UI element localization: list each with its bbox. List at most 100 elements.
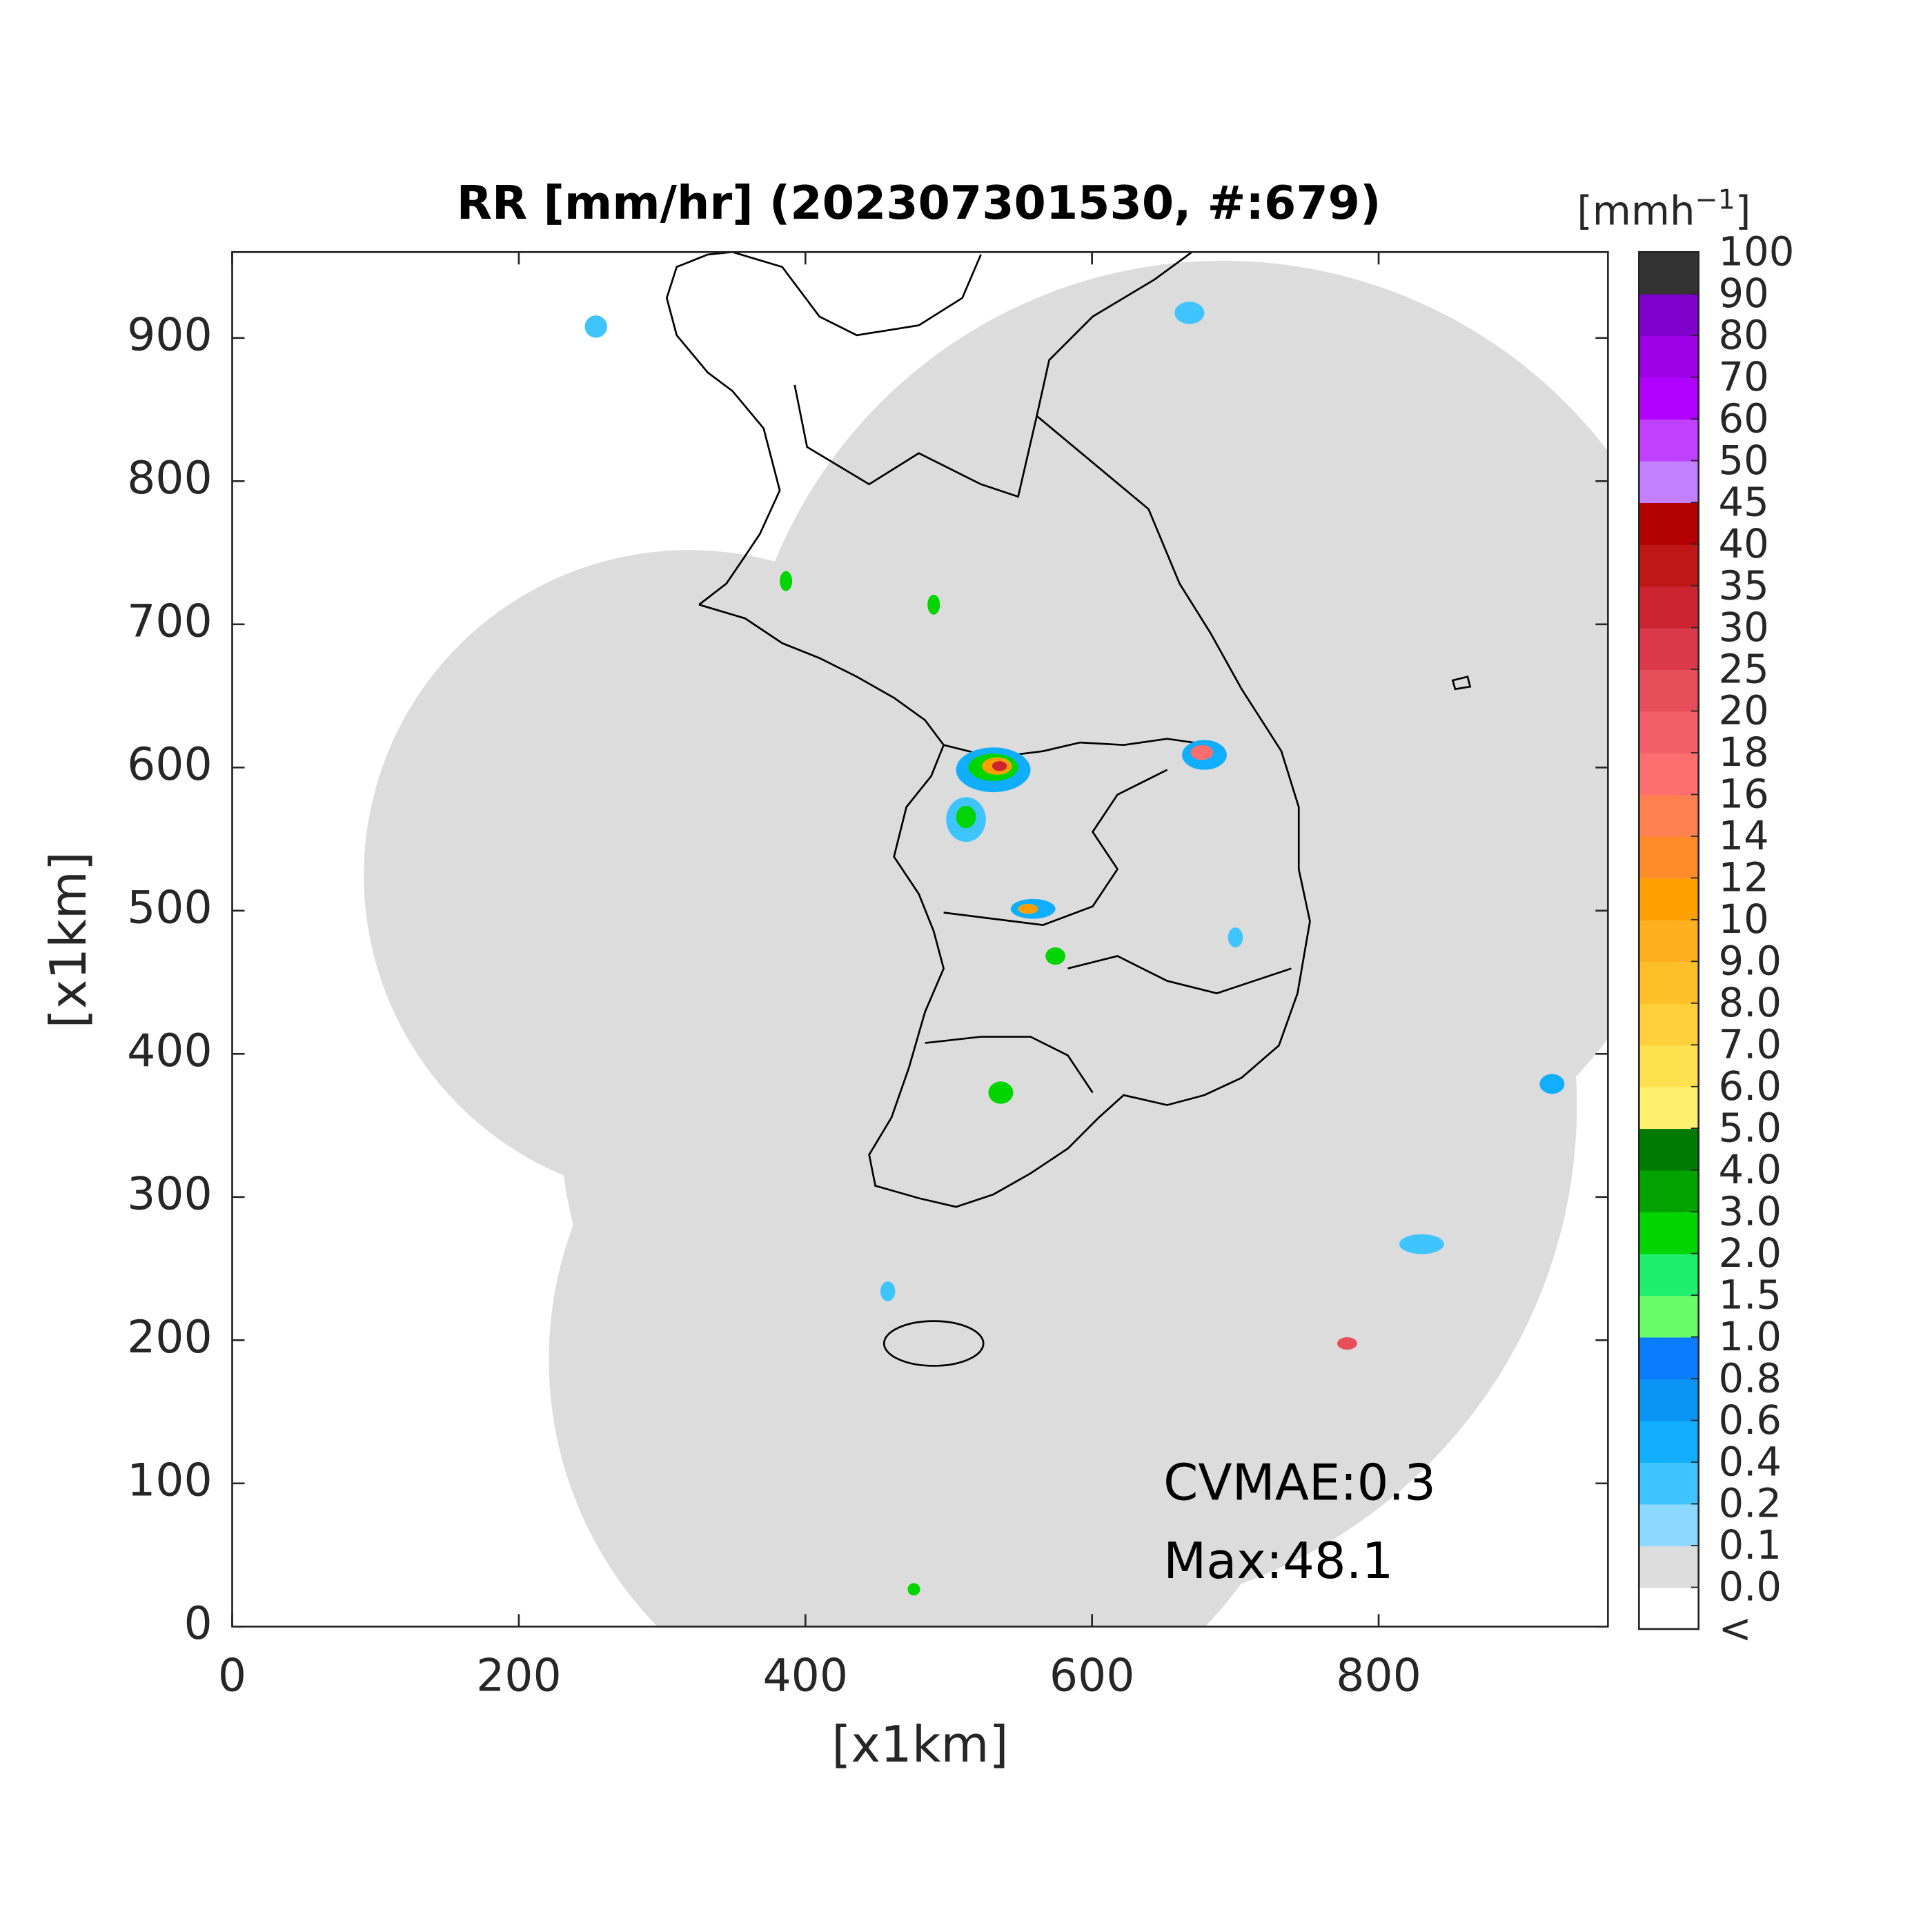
rain-cell (907, 1583, 920, 1596)
colorbar-label: 4.0 (1718, 1147, 1782, 1193)
colorbar-bin (1639, 1587, 1699, 1630)
colorbar-bin (1639, 961, 1699, 1004)
y-tick-label: 400 (127, 1025, 213, 1077)
colorbar-bin (1639, 836, 1699, 879)
colorbar-label: 0.6 (1718, 1397, 1782, 1443)
colorbar-bin (1639, 460, 1699, 504)
colorbar-label: 6.0 (1718, 1063, 1782, 1110)
colorbar-label: < (1718, 1606, 1751, 1652)
colorbar-label: 1.5 (1718, 1272, 1782, 1318)
x-axis-label: [x1km] (831, 1715, 1008, 1773)
colorbar-label: 50 (1718, 437, 1768, 484)
x-tick-label: 600 (1049, 1650, 1135, 1702)
colorbar-bin (1639, 1003, 1699, 1046)
rain-cell (956, 805, 976, 829)
colorbar-title: [mmh−1] (1577, 184, 1751, 234)
colorbar-label: 18 (1718, 729, 1768, 776)
y-tick-label: 500 (127, 882, 213, 934)
border (925, 1036, 1094, 1094)
colorbar-label: 1.0 (1718, 1314, 1782, 1360)
coastline (665, 252, 781, 606)
map-layer (364, 252, 1608, 1627)
colorbar-bin (1639, 669, 1699, 712)
x-tick-label: 0 (218, 1650, 246, 1702)
y-tick-label: 300 (127, 1168, 213, 1220)
colorbar-label: 0.4 (1718, 1439, 1782, 1485)
colorbar-bin (1639, 293, 1699, 337)
x-tick-label: 400 (762, 1650, 848, 1702)
colorbar-title-base: [mmh (1577, 188, 1695, 234)
coastlines (665, 252, 1472, 1367)
colorbar-title-exponent: −1 (1695, 184, 1735, 215)
colorbar-label: 7.0 (1718, 1022, 1782, 1068)
colorbar-frame (1637, 250, 1700, 1630)
border (793, 384, 1038, 498)
colorbar-bin (1639, 919, 1699, 963)
colorbar-bin (1639, 335, 1699, 378)
rain-cell (1018, 904, 1038, 914)
colorbar-bin (1639, 1212, 1699, 1254)
colorbar-bin (1639, 1086, 1699, 1130)
colorbar-label: 100 (1718, 229, 1794, 275)
colorbar-bin (1639, 1337, 1699, 1379)
colorbar-bin (1639, 1170, 1699, 1213)
y-tick-label: 700 (127, 595, 213, 647)
colorbar-bin (1639, 1420, 1699, 1463)
coastline (698, 252, 1311, 1208)
x-tick-label: 200 (476, 1650, 562, 1702)
colorbar-bin (1639, 1504, 1699, 1546)
rain-cell (1174, 302, 1205, 324)
colorbar-label: 25 (1718, 646, 1768, 692)
rain-cell (927, 594, 940, 615)
colorbar-bin (1639, 1253, 1699, 1297)
colorbar-label: 9.0 (1718, 938, 1782, 985)
colorbar-bin (1639, 1045, 1699, 1087)
y-axis-label: [x1km] (39, 851, 97, 1028)
colorbar-bin (1639, 752, 1699, 796)
colorbar-label: 14 (1718, 813, 1768, 859)
colorbar-label: 90 (1718, 270, 1768, 317)
colorbar-bin (1639, 711, 1699, 753)
y-tick-label: 200 (127, 1312, 213, 1363)
colorbar-bin (1639, 1295, 1699, 1338)
colorbar-label: 0.0 (1718, 1564, 1782, 1610)
colorbar-bin (1639, 627, 1699, 670)
colorbar-label: 30 (1718, 604, 1768, 651)
coverage-area (1061, 887, 1571, 1397)
colorbar-label: 12 (1718, 855, 1768, 901)
radar-coverage (364, 261, 1608, 1627)
rain-cell (584, 315, 607, 338)
colorbar-bin (1639, 878, 1699, 920)
precipitation (584, 302, 1565, 1596)
rain-cell (780, 571, 793, 591)
y-tick-label: 900 (127, 309, 213, 361)
y-tick-label: 100 (127, 1455, 213, 1506)
colorbar-label: 0.2 (1718, 1481, 1782, 1527)
y-tick-label: 600 (127, 739, 213, 791)
border (943, 769, 1168, 926)
x-tick-label: 800 (1336, 1650, 1421, 1702)
colorbar-bin (1639, 794, 1699, 837)
colorbar-label: 45 (1718, 479, 1768, 525)
colorbar-label: 2.0 (1718, 1230, 1782, 1276)
rain-cell (880, 1281, 896, 1301)
colorbar-label: 8.0 (1718, 980, 1782, 1026)
colorbar-label: 35 (1718, 562, 1768, 609)
rain-cell (1539, 1074, 1565, 1094)
y-tick-label: 0 (184, 1598, 212, 1650)
colorbar-bin (1639, 502, 1699, 545)
colorbar-label: 16 (1718, 771, 1768, 818)
colorbar-label: 3.0 (1718, 1188, 1782, 1234)
chart-title: RR [mm/hr] (202307301530, #:679) (457, 176, 1381, 230)
colorbar-bin (1639, 377, 1699, 420)
colorbar-bin (1639, 252, 1699, 295)
colorbar-label: 20 (1718, 688, 1768, 734)
rain-cell (992, 761, 1007, 771)
colorbar-bin (1639, 1379, 1699, 1421)
rain-cell (1399, 1234, 1444, 1254)
colorbar-bin (1639, 586, 1699, 629)
colorbar-label: 70 (1718, 354, 1768, 400)
border (732, 252, 982, 337)
colorbar-label: 0.8 (1718, 1355, 1782, 1401)
